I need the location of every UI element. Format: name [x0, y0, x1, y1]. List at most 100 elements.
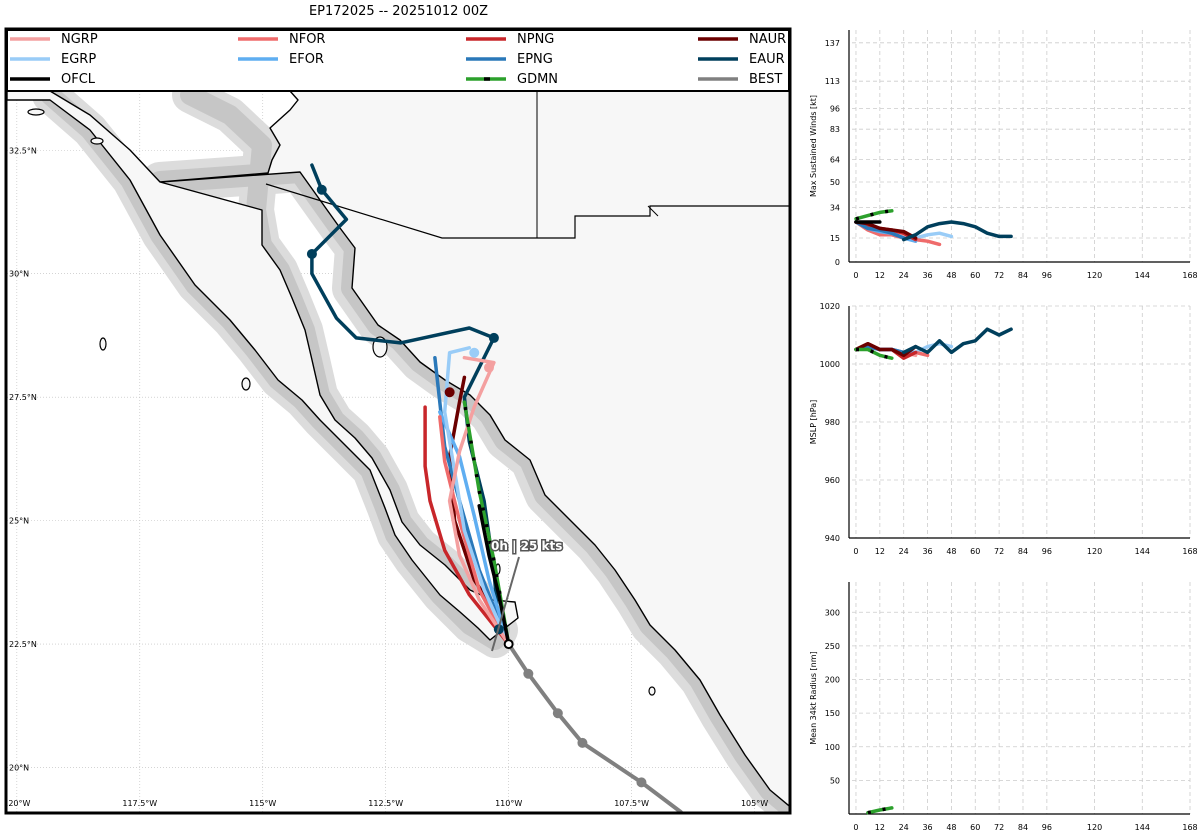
marker-eaur — [488, 332, 499, 343]
x-tick-label: 60 — [970, 823, 980, 832]
island — [99, 337, 107, 351]
lon-tick-label: 117.5°W — [122, 799, 157, 808]
y-tick-label: 200 — [825, 676, 840, 685]
track-nfor — [438, 415, 511, 646]
lon-tick-label: 120°W — [3, 799, 30, 808]
lat-tick-label: 22.5°N — [9, 640, 37, 649]
side-chart-1: 0 12 24 36 48 60 72 84 96 120 144 168 0 15 34 50 64 83 96 1… — [809, 30, 1198, 280]
track-lines — [310, 163, 683, 812]
island-4 — [648, 686, 656, 696]
lat-tick-labels: 20°N 22.5°N 25°N 27.5°N 30°N 32.5°N — [9, 146, 37, 772]
x-tick-label: 168 — [1182, 271, 1197, 280]
legend-label-gdmn: GDMN — [517, 72, 558, 87]
x-tick-label: 168 — [1182, 823, 1197, 832]
x-tick-label: 24 — [899, 547, 909, 556]
y-tick-label: 980 — [825, 418, 840, 427]
y-tick-label: 1000 — [820, 360, 840, 369]
track-gdmn-dash — [462, 401, 511, 645]
figure-title: EP172025 -- 20251012 00Z — [308, 4, 489, 19]
lat-tick-label: 32.5°N — [9, 146, 37, 155]
legend-label-ngrp: NGRP — [61, 32, 98, 47]
lon-tick-label: 110°W — [495, 799, 522, 808]
x-tick-label: 36 — [922, 271, 932, 280]
y-tick-label: 50 — [830, 178, 840, 187]
baja-peninsula — [7, 91, 519, 641]
x-tick-label: 144 — [1135, 547, 1150, 556]
legend-label-eaur: EAUR — [749, 52, 785, 67]
annotation-label: 0h | 25 kts — [491, 539, 562, 553]
series-eaur — [901, 327, 1013, 355]
island-6 — [27, 108, 45, 116]
map-frame — [4, 27, 792, 815]
x-tick-label: 48 — [946, 823, 956, 832]
marker-best — [523, 668, 534, 679]
x-tick-label: 72 — [994, 823, 1004, 832]
x-tick-label: 84 — [1018, 271, 1028, 280]
series-naur — [854, 341, 918, 358]
series-eaur — [901, 220, 1013, 242]
marker-eaur — [306, 248, 317, 259]
lat-tick-label: 27.5°N — [9, 393, 37, 402]
y-tick-label: 250 — [825, 642, 840, 651]
track-ofcl — [477, 504, 511, 646]
y-tick-label: 96 — [830, 104, 840, 113]
y-tick-label: 137 — [825, 39, 840, 48]
y-tick-label: 83 — [830, 125, 840, 134]
legend-label-nfor: NFOR — [289, 32, 325, 47]
x-tick-label: 168 — [1182, 547, 1197, 556]
x-tick-label: 96 — [1042, 547, 1052, 556]
marker-ngrp — [483, 362, 494, 373]
x-tick-label: 60 — [970, 271, 980, 280]
x-tick-label: 144 — [1135, 823, 1150, 832]
x-tick-label: 12 — [875, 823, 885, 832]
x-tick-label: 0 — [853, 823, 858, 832]
x-tick-label: 144 — [1135, 271, 1150, 280]
legend-label-naur: NAUR — [749, 32, 786, 47]
x-tick-label: 48 — [946, 547, 956, 556]
map-content: 0h | 25 kts 20°N 22.5°N 25°N 27.5°N 30°N 32.5… — [3, 91, 789, 812]
track-map: 0h | 25 kts 20°N 22.5°N 25°N 27.5°N 30°N 32.5… — [3, 27, 792, 815]
legend-label-npng: NPNG — [517, 32, 554, 47]
marker-egrp — [469, 347, 480, 358]
marker-best — [636, 777, 647, 788]
y-axis-label: Mean 34kt Radius [nm] — [809, 651, 818, 744]
y-axis-label: MSLP [hPa] — [809, 400, 818, 444]
x-tick-label: 60 — [970, 547, 980, 556]
track-markers — [306, 184, 647, 788]
x-tick-label: 96 — [1042, 823, 1052, 832]
x-tick-label: 48 — [946, 271, 956, 280]
legend-label-ofcl: OFCL — [61, 72, 96, 87]
series-gdmn — [866, 806, 894, 815]
y-tick-label: 100 — [825, 743, 840, 752]
y-tick-label: 300 — [825, 608, 840, 617]
x-tick-label: 12 — [875, 547, 885, 556]
x-tick-label: 120 — [1087, 547, 1102, 556]
series-gdmn-dash — [855, 209, 893, 221]
x-tick-label: 12 — [875, 271, 885, 280]
legend: NGRP NFOR NPNG NAUR EGRP EFOR EPNG EAUR OFCL GDMN… — [10, 32, 786, 87]
side-chart-2: 0 12 24 36 48 60 72 84 96 120 144 168 940 960 980 1000 1… — [809, 302, 1198, 556]
legend-label-best: BEST — [749, 72, 782, 87]
x-tick-label: 72 — [994, 271, 1004, 280]
us-mexico-border — [265, 183, 789, 239]
marker-best — [577, 737, 588, 748]
y-tick-label: 64 — [830, 156, 840, 165]
x-tick-label: 0 — [853, 547, 858, 556]
series-gdmn-dash — [856, 347, 893, 360]
y-tick-label: 113 — [825, 77, 840, 86]
x-tick-label: 120 — [1087, 823, 1102, 832]
x-tick-label: 84 — [1018, 823, 1028, 832]
track-best — [506, 642, 683, 812]
marker-best — [552, 708, 563, 719]
x-tick-label: 0 — [853, 271, 858, 280]
lon-tick-label: 107.5°W — [614, 799, 649, 808]
lat-tick-label: 20°N — [9, 764, 29, 773]
marker-naur — [444, 387, 455, 398]
side-chart-3: 0 12 24 36 48 60 72 84 96 120 144 168 50 100 150 200 250… — [809, 582, 1198, 832]
y-axis-label: Max Sustained Winds [kt] — [809, 95, 818, 197]
y-tick-label: 34 — [830, 204, 840, 213]
lon-tick-labels: 120°W 117.5°W 115°W 112.5°W 110°W 107.5°W 105°… — [3, 799, 768, 808]
annotation-arrow — [491, 556, 520, 652]
x-tick-label: 24 — [899, 823, 909, 832]
